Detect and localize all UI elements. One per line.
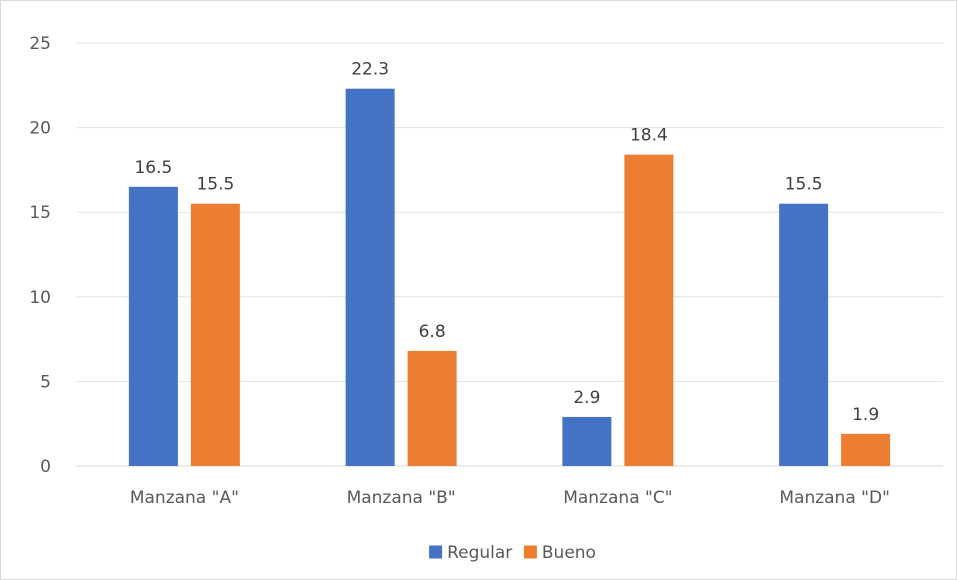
- y-tick-label: 20: [29, 119, 51, 139]
- y-tick-label: 25: [29, 34, 51, 54]
- data-label: 6.8: [419, 322, 446, 342]
- bar-regular-2: [345, 88, 395, 467]
- data-labels: 16.5 15.5 22.3 6.8 2.9 18.4 15.5 1.9: [134, 60, 879, 425]
- y-tick-label: 10: [29, 288, 51, 308]
- data-label: 15.5: [196, 175, 234, 195]
- data-label: 1.9: [852, 405, 879, 425]
- bar-regular-4: [779, 203, 829, 467]
- y-axis-tick-labels: 0 5 10 15 20 25: [29, 34, 51, 477]
- legend-label-bueno: Bueno: [542, 543, 596, 563]
- data-label: 16.5: [134, 158, 172, 178]
- x-tick-label: Manzana "A": [130, 488, 239, 508]
- x-tick-label: Manzana "C": [563, 488, 672, 508]
- legend-swatch-bueno: [523, 545, 537, 559]
- x-tick-label: Manzana "D": [779, 488, 890, 508]
- data-label: 22.3: [351, 60, 389, 80]
- bar-bueno-3: [624, 154, 674, 466]
- legend-label-regular: Regular: [447, 543, 512, 563]
- data-label: 18.4: [630, 126, 668, 146]
- bars: [128, 88, 891, 467]
- bar-bueno-2: [407, 350, 457, 466]
- x-axis-tick-labels: Manzana "A" Manzana "B" Manzana "C" Manzana…: [130, 488, 890, 508]
- y-tick-label: 15: [29, 203, 51, 223]
- data-label: 15.5: [785, 175, 823, 195]
- bar-bueno-4: [841, 433, 891, 466]
- x-tick-label: Manzana "B": [347, 488, 456, 508]
- legend: Regular Bueno: [429, 543, 596, 563]
- bar-regular-1: [128, 186, 178, 466]
- y-tick-label: 0: [40, 457, 51, 477]
- y-tick-label: 5: [40, 372, 51, 392]
- bar-bueno-1: [190, 203, 240, 467]
- data-label: 2.9: [573, 388, 600, 408]
- legend-swatch-regular: [429, 545, 443, 559]
- bar-regular-3: [562, 416, 612, 466]
